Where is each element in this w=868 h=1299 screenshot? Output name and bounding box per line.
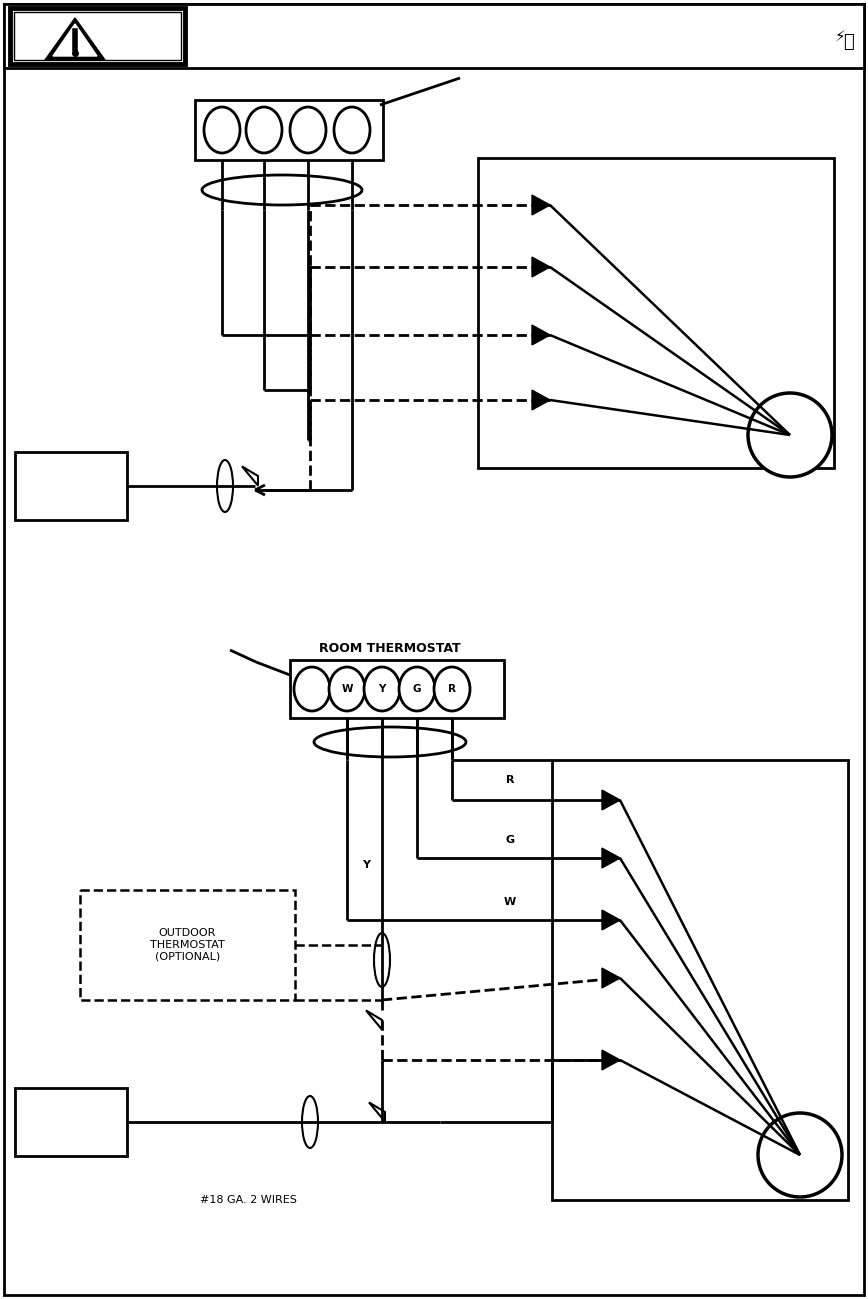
Bar xyxy=(15,452,127,520)
Text: ⚡: ⚡ xyxy=(835,29,845,43)
Ellipse shape xyxy=(294,666,330,711)
Text: ✋: ✋ xyxy=(843,32,853,51)
Polygon shape xyxy=(532,195,550,214)
Text: ROOM THERMOSTAT: ROOM THERMOSTAT xyxy=(319,642,461,655)
Ellipse shape xyxy=(202,175,362,205)
Bar xyxy=(15,1089,127,1156)
Ellipse shape xyxy=(246,107,282,153)
Polygon shape xyxy=(45,18,105,60)
Polygon shape xyxy=(53,23,97,56)
Polygon shape xyxy=(532,257,550,277)
Ellipse shape xyxy=(217,460,233,512)
Ellipse shape xyxy=(374,933,390,987)
Ellipse shape xyxy=(314,727,466,757)
Text: Y: Y xyxy=(362,860,370,870)
Text: R: R xyxy=(506,776,514,785)
Text: G: G xyxy=(413,685,421,694)
Polygon shape xyxy=(602,968,620,989)
Bar xyxy=(10,8,185,64)
Bar xyxy=(14,12,181,60)
Polygon shape xyxy=(602,848,620,868)
Text: #18 GA. 2 WIRES: #18 GA. 2 WIRES xyxy=(200,1195,297,1205)
Ellipse shape xyxy=(329,666,365,711)
Ellipse shape xyxy=(302,1096,318,1148)
Polygon shape xyxy=(602,1050,620,1070)
Bar xyxy=(290,660,504,718)
Ellipse shape xyxy=(434,666,470,711)
Text: OUTDOOR
THERMOSTAT
(OPTIONAL): OUTDOOR THERMOSTAT (OPTIONAL) xyxy=(150,929,225,961)
Circle shape xyxy=(758,1113,842,1196)
Ellipse shape xyxy=(204,107,240,153)
Text: R: R xyxy=(448,685,456,694)
Bar xyxy=(478,158,834,468)
Text: Y: Y xyxy=(378,685,385,694)
Bar xyxy=(80,890,295,1000)
Polygon shape xyxy=(532,390,550,410)
Polygon shape xyxy=(602,911,620,930)
Text: G: G xyxy=(505,835,515,846)
Ellipse shape xyxy=(399,666,435,711)
Text: W: W xyxy=(504,898,516,907)
Ellipse shape xyxy=(364,666,400,711)
Bar xyxy=(195,100,383,160)
Ellipse shape xyxy=(290,107,326,153)
Circle shape xyxy=(748,394,832,477)
Bar xyxy=(552,760,848,1200)
Bar xyxy=(4,4,864,68)
Polygon shape xyxy=(532,325,550,346)
Polygon shape xyxy=(602,790,620,809)
Text: W: W xyxy=(341,685,352,694)
Ellipse shape xyxy=(334,107,370,153)
